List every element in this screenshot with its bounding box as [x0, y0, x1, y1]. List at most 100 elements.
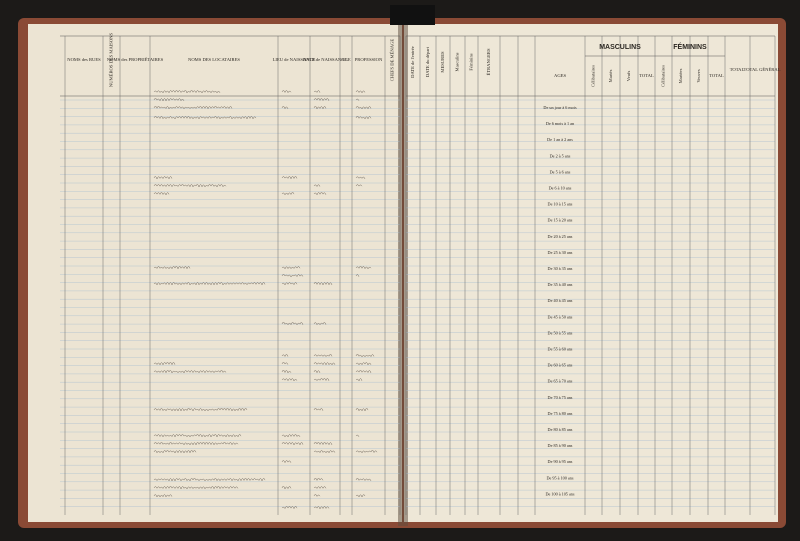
- age-range: De 60 à 65 ans: [548, 363, 573, 368]
- handwriting-stroke: [313, 486, 327, 490]
- group-header: FÉMININS: [673, 42, 707, 51]
- column-header: DATE de l'entrée: [410, 46, 415, 78]
- column-header: Féminins: [469, 53, 474, 70]
- column-header: PROFESSION: [355, 57, 383, 62]
- sub-header: Veuves: [696, 69, 701, 82]
- handwriting-stroke: [153, 477, 266, 482]
- handwriting-stroke: [153, 494, 173, 498]
- age-range: De 75 à 80 ans: [548, 411, 573, 416]
- handwriting-stroke: [313, 441, 333, 446]
- handwriting-stroke: [355, 90, 366, 94]
- age-range: De 2 à 5 ans: [550, 153, 571, 158]
- handwriting-stroke: [153, 485, 239, 490]
- handwriting-stroke: [313, 106, 327, 110]
- handwriting: [153, 89, 378, 510]
- age-range: De 30 à 35 ans: [548, 266, 573, 271]
- age-range: De 6 mois à 1 an: [546, 121, 575, 126]
- handwriting-stroke: [281, 282, 298, 286]
- handwriting-stroke: [153, 89, 221, 94]
- handwriting-stroke: [153, 184, 227, 188]
- handwriting-stroke: [355, 477, 372, 482]
- handwriting-stroke: [355, 362, 372, 366]
- handwriting-stroke: [153, 434, 242, 438]
- handwriting-stroke: [153, 362, 176, 366]
- handwriting-stroke: [153, 266, 191, 270]
- handwriting-stroke: [355, 449, 378, 454]
- handwriting-stroke: [281, 176, 298, 180]
- handwriting-stroke: [313, 281, 333, 286]
- age-range: De 85 à 90 ans: [548, 443, 573, 448]
- column-header: Masculins: [455, 52, 460, 71]
- sub-header: TOTAL: [639, 73, 654, 78]
- age-range: De 35 à 40 ans: [548, 282, 573, 287]
- handwriting-stroke: [313, 408, 324, 411]
- handwriting-stroke: [313, 506, 330, 510]
- column-header: AGE: [341, 57, 351, 62]
- handwriting-stroke: [153, 450, 197, 454]
- right-page: [404, 24, 778, 522]
- ages-header: AGES: [554, 73, 566, 78]
- column-header: DATE de NAISSANCE: [303, 57, 347, 62]
- handwriting-stroke: [313, 184, 321, 188]
- handwriting-stroke: [313, 477, 324, 482]
- handwriting-stroke: [313, 90, 321, 93]
- handwriting-stroke: [153, 105, 233, 110]
- handwriting-stroke: [355, 265, 372, 270]
- age-range: De 45 à 50 ans: [548, 314, 573, 319]
- handwriting-stroke: [313, 97, 330, 102]
- binding: [398, 20, 408, 526]
- total-header: TOTAL: [730, 67, 745, 72]
- handwriting-stroke: [355, 369, 372, 374]
- handwriting-stroke: [153, 116, 257, 120]
- column-header: NOMS des RUES: [67, 57, 101, 62]
- column-header: NOMS DES LOCATAIRES: [188, 57, 240, 62]
- handwriting-stroke: [313, 378, 330, 382]
- handwriting-stroke: [153, 98, 185, 102]
- handwriting-stroke: [313, 322, 327, 326]
- age-range: De 6 à 10 ans: [549, 185, 572, 190]
- sub-header: TOTAL: [709, 73, 724, 78]
- column-header: ÉTRANGERS: [486, 48, 491, 75]
- age-range: De 90 à 95 ans: [548, 459, 573, 464]
- handwriting-stroke: [355, 353, 375, 358]
- handwriting-stroke: [153, 441, 239, 446]
- age-range: De 25 à 30 ans: [548, 250, 573, 255]
- handwriting-stroke: [355, 494, 366, 498]
- age-range: De un jour à 6 mois: [543, 105, 577, 110]
- handwriting-stroke: [313, 370, 321, 374]
- sub-header: Mariés: [608, 69, 613, 82]
- handwriting-stroke: [281, 354, 289, 358]
- handwriting-stroke: [313, 494, 321, 497]
- column-header: CHEFS DE MÉNAGE: [390, 39, 395, 82]
- column-header: MESURES: [440, 51, 445, 73]
- age-range: De 40 à 45 ans: [548, 298, 573, 303]
- sub-header: Veufs: [626, 71, 631, 82]
- total-general-header: TOTAL GÉNÉRAL: [743, 67, 780, 72]
- sub-header: Célibataires: [661, 65, 666, 87]
- clip: [390, 5, 435, 25]
- handwriting-stroke: [281, 442, 304, 446]
- age-range: De 70 à 75 ans: [548, 395, 573, 400]
- handwriting-stroke: [355, 106, 372, 110]
- age-range: De 10 à 15 ans: [548, 202, 573, 207]
- handwriting-stroke: [153, 369, 227, 374]
- handwriting-stroke: [281, 192, 295, 196]
- handwriting-stroke: [313, 450, 336, 454]
- column-lines: [60, 35, 776, 515]
- handwriting-stroke: [355, 408, 369, 412]
- handwriting-stroke: [153, 282, 266, 286]
- handwriting-stroke: [153, 407, 248, 412]
- sub-header: Mariées: [678, 68, 683, 83]
- handwriting-stroke: [281, 378, 298, 382]
- handwriting-stroke: [281, 362, 289, 365]
- group-header: MASCULINS: [599, 44, 641, 51]
- handwriting-stroke: [355, 274, 360, 277]
- column-header: LIEU de NAISSANCE: [273, 57, 316, 62]
- age-range: De 80 à 85 ans: [548, 427, 573, 432]
- column-header: DATE du départ: [425, 46, 430, 77]
- handwriting-stroke: [281, 266, 301, 270]
- handwriting-stroke: [281, 485, 292, 490]
- handwriting-stroke: [281, 274, 304, 278]
- age-range: De 1 an à 2 ans: [547, 137, 573, 142]
